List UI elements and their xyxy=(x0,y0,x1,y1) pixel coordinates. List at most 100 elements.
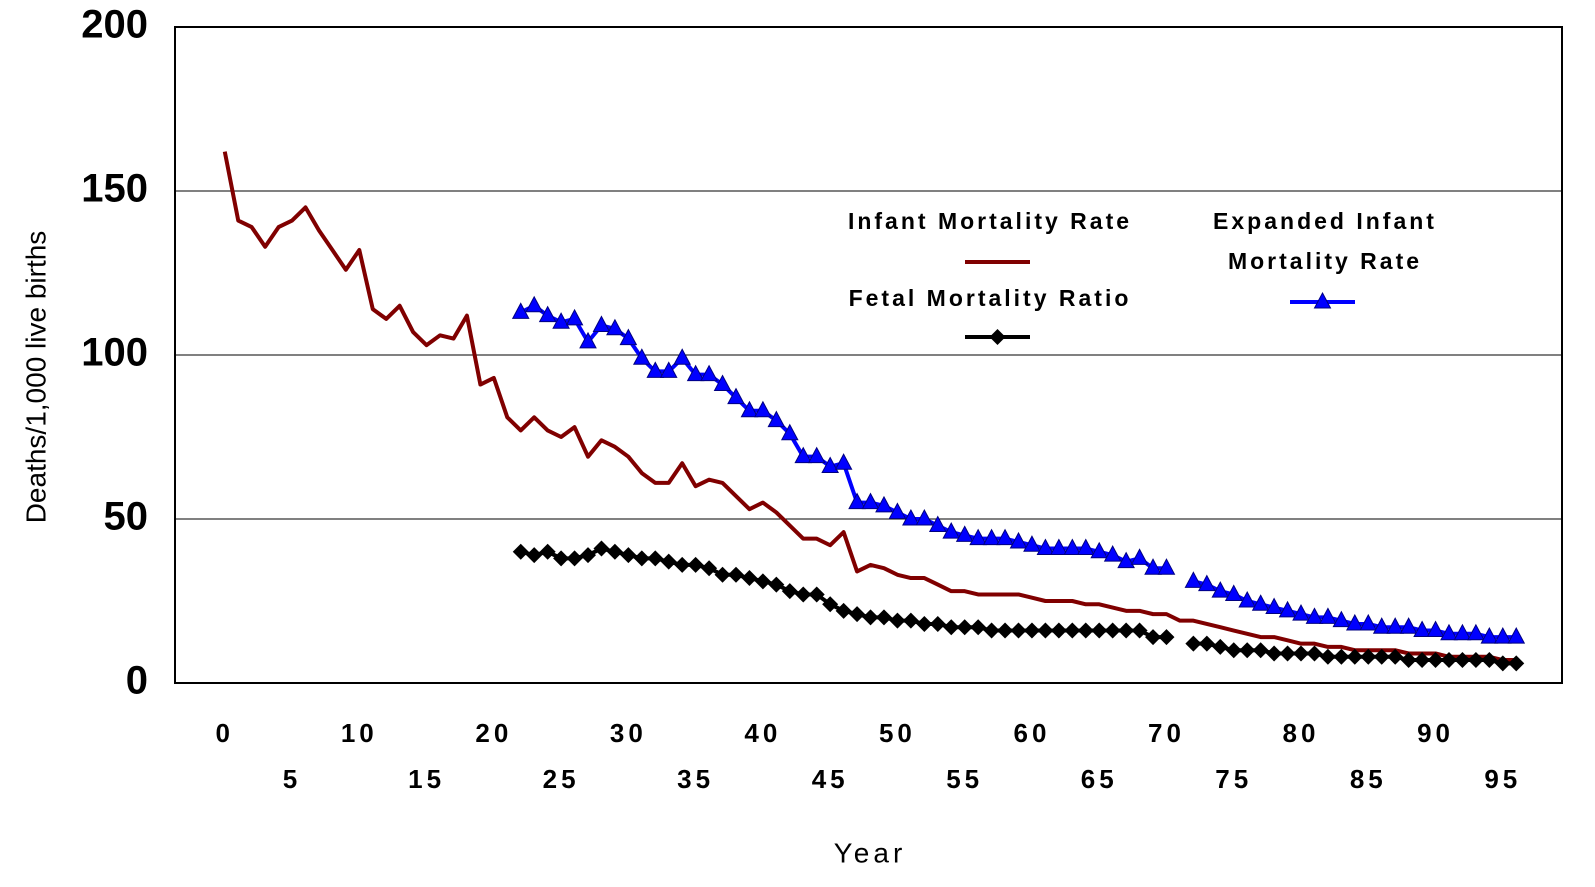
diamond-marker xyxy=(1118,622,1135,639)
x-tick-label: 35 xyxy=(677,764,714,794)
triangle-marker xyxy=(1023,535,1041,552)
diamond-marker xyxy=(1091,622,1108,639)
diamond-marker xyxy=(687,556,704,573)
triangle-marker xyxy=(619,328,638,346)
diamond-marker xyxy=(633,550,650,567)
triangle-marker xyxy=(511,302,530,319)
diamond-marker xyxy=(741,570,758,587)
triangle-marker xyxy=(1467,623,1485,641)
triangle-marker xyxy=(1372,617,1391,634)
diamond-marker xyxy=(1279,645,1296,662)
triangle-marker xyxy=(579,331,597,349)
triangle-marker xyxy=(1144,558,1162,575)
diamond-marker xyxy=(1481,652,1498,669)
x-tick-label: 70 xyxy=(1148,718,1185,748)
triangle-marker xyxy=(928,515,947,533)
triangle-marker xyxy=(1493,627,1512,644)
y-axis-label: Deaths/1,000 live births xyxy=(20,231,51,524)
y-tick-label: 200 xyxy=(81,3,148,47)
diamond-marker xyxy=(1010,622,1027,639)
diamond-marker xyxy=(1225,642,1242,659)
triangle-marker xyxy=(1359,613,1378,631)
triangle-marker xyxy=(1184,571,1203,588)
x-tick-label: 85 xyxy=(1350,764,1387,794)
triangle-marker xyxy=(754,400,772,418)
diamond-marker xyxy=(929,615,946,632)
triangle-marker xyxy=(632,348,651,365)
triangle-marker xyxy=(1238,590,1257,608)
triangle-marker xyxy=(1399,617,1418,634)
diamond-marker xyxy=(1104,622,1121,639)
triangle-marker xyxy=(1224,584,1243,601)
diamond-marker xyxy=(1508,655,1525,672)
triangle-marker xyxy=(1265,597,1283,615)
triangle-marker xyxy=(1036,538,1055,556)
diamond-marker xyxy=(647,550,664,567)
legend-marker xyxy=(1313,291,1332,309)
triangle-marker xyxy=(1278,600,1297,618)
triangle-marker xyxy=(955,525,974,542)
diamond-marker xyxy=(1427,652,1444,669)
diamond-marker xyxy=(1064,622,1081,639)
triangle-marker xyxy=(888,502,907,519)
diamond-marker xyxy=(660,553,677,570)
diamond-marker xyxy=(849,606,866,623)
x-tick-label: 65 xyxy=(1081,764,1118,794)
triangle-marker xyxy=(606,318,624,336)
triangle-marker xyxy=(807,446,826,464)
x-tick-label: 10 xyxy=(341,718,378,748)
triangle-marker xyxy=(1076,538,1095,556)
triangle-marker xyxy=(1050,538,1068,556)
y-tick-label: 0 xyxy=(126,659,148,703)
diamond-marker xyxy=(539,543,556,560)
diamond-marker xyxy=(1077,622,1094,639)
triangle-marker xyxy=(861,492,880,510)
triangle-marker xyxy=(659,361,678,378)
diamond-marker xyxy=(970,619,987,636)
triangle-marker xyxy=(1386,617,1405,634)
triangle-marker xyxy=(1117,551,1135,569)
triangle-marker xyxy=(700,364,718,382)
diamond-marker xyxy=(512,543,529,560)
legend-label: Fetal Mortality Ratio xyxy=(848,285,1132,311)
triangle-marker xyxy=(740,400,759,418)
x-tick-label: 50 xyxy=(879,718,916,748)
y-tick-label: 50 xyxy=(104,495,149,539)
y-tick-label: 100 xyxy=(81,331,148,375)
triangle-marker xyxy=(592,315,611,332)
diamond-marker xyxy=(727,566,744,583)
triangle-marker xyxy=(834,453,853,470)
diamond-marker xyxy=(580,547,597,564)
triangle-marker xyxy=(794,446,813,464)
diamond-marker xyxy=(916,615,933,632)
triangle-marker xyxy=(780,423,799,441)
diamond-marker xyxy=(674,556,691,573)
diamond-marker xyxy=(795,586,812,603)
triangle-marker xyxy=(646,361,665,378)
triangle-marker xyxy=(673,348,692,365)
diamond-marker xyxy=(1414,652,1431,669)
legend-label: Expanded Infant Mortality Rate xyxy=(1213,208,1437,274)
diamond-marker xyxy=(1050,622,1067,639)
diamond-marker xyxy=(553,550,570,567)
diamond-marker xyxy=(1387,648,1404,665)
triangle-marker xyxy=(1292,604,1310,621)
diamond-marker xyxy=(1346,648,1363,665)
triangle-marker xyxy=(713,374,732,392)
series-line xyxy=(222,151,1517,663)
triangle-marker xyxy=(525,295,544,313)
triangle-marker xyxy=(552,312,570,329)
triangle-marker xyxy=(848,492,866,510)
diamond-marker xyxy=(1467,652,1484,669)
triangle-marker xyxy=(821,456,839,474)
x-tick-label: 20 xyxy=(475,718,512,748)
triangle-marker xyxy=(565,308,584,326)
diamond-marker xyxy=(835,602,852,619)
triangle-marker xyxy=(1198,574,1216,592)
diamond-marker xyxy=(1023,622,1040,639)
triangle-marker xyxy=(1440,623,1458,641)
diamond-marker xyxy=(1440,652,1457,669)
diamond-marker xyxy=(1319,648,1336,665)
